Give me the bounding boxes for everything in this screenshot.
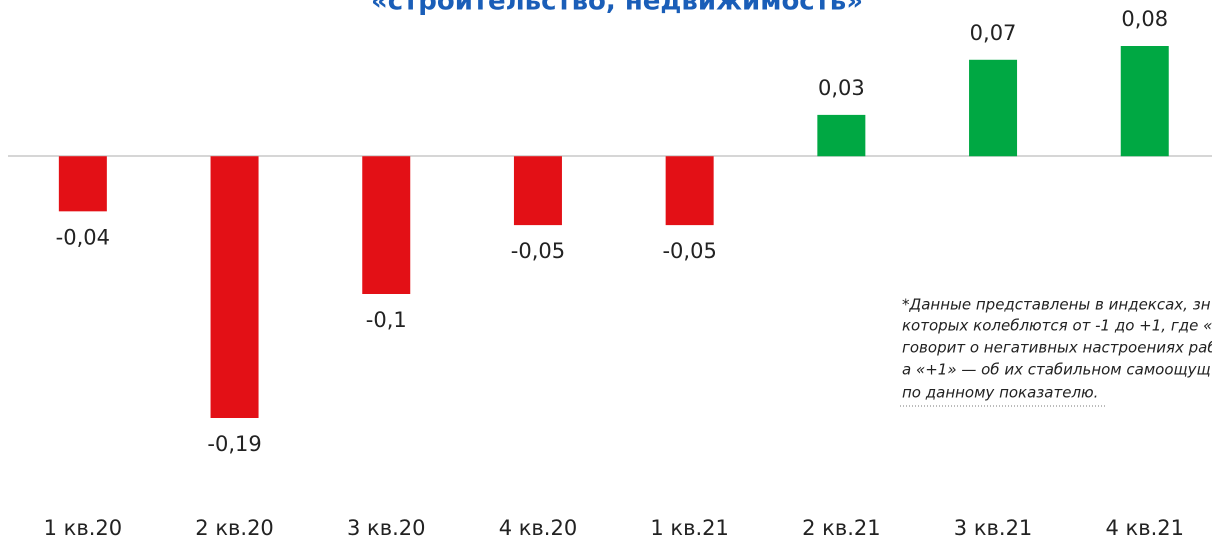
- value-label: -0,05: [662, 239, 716, 263]
- annotation-line: по данному показателю.: [902, 384, 1098, 402]
- bar: [817, 114, 866, 157]
- x-tick-label: 3 кв.20: [347, 516, 426, 538]
- value-label: -0,19: [207, 432, 261, 456]
- value-label: 0,08: [1121, 7, 1168, 31]
- x-tick-label: 4 кв.20: [499, 516, 578, 538]
- x-tick-label: 1 кв.20: [44, 516, 123, 538]
- value-label: -0,04: [56, 225, 110, 249]
- bar: [362, 156, 411, 294]
- annotation-line: которых колеблются от -1 до +1, где «: [902, 317, 1212, 335]
- bar: [513, 156, 562, 226]
- bar: [1120, 46, 1169, 157]
- bar: [665, 156, 714, 226]
- annotation-line: говорит о негативных настроениях раб: [902, 339, 1212, 357]
- x-tick-label: 2 кв.21: [802, 516, 881, 538]
- annotation-line: а «+1» — об их стабильном самоощущ: [902, 361, 1211, 379]
- x-tick-label: 1 кв.21: [650, 516, 729, 538]
- value-label: -0,1: [366, 308, 407, 332]
- value-label: -0,05: [511, 239, 565, 263]
- value-label: 0,03: [818, 76, 865, 100]
- chart-title: «строительство, недвижимость»: [371, 0, 863, 17]
- x-tick-label: 4 кв.21: [1106, 516, 1185, 538]
- bar: [210, 156, 259, 418]
- bar: [58, 156, 107, 212]
- value-label: 0,07: [970, 21, 1017, 45]
- annotation-line: *Данные представлены в индексах, зн: [902, 296, 1211, 314]
- x-tick-label: 2 кв.20: [195, 516, 274, 538]
- bar: [969, 59, 1018, 157]
- x-tick-label: 3 кв.21: [954, 516, 1033, 538]
